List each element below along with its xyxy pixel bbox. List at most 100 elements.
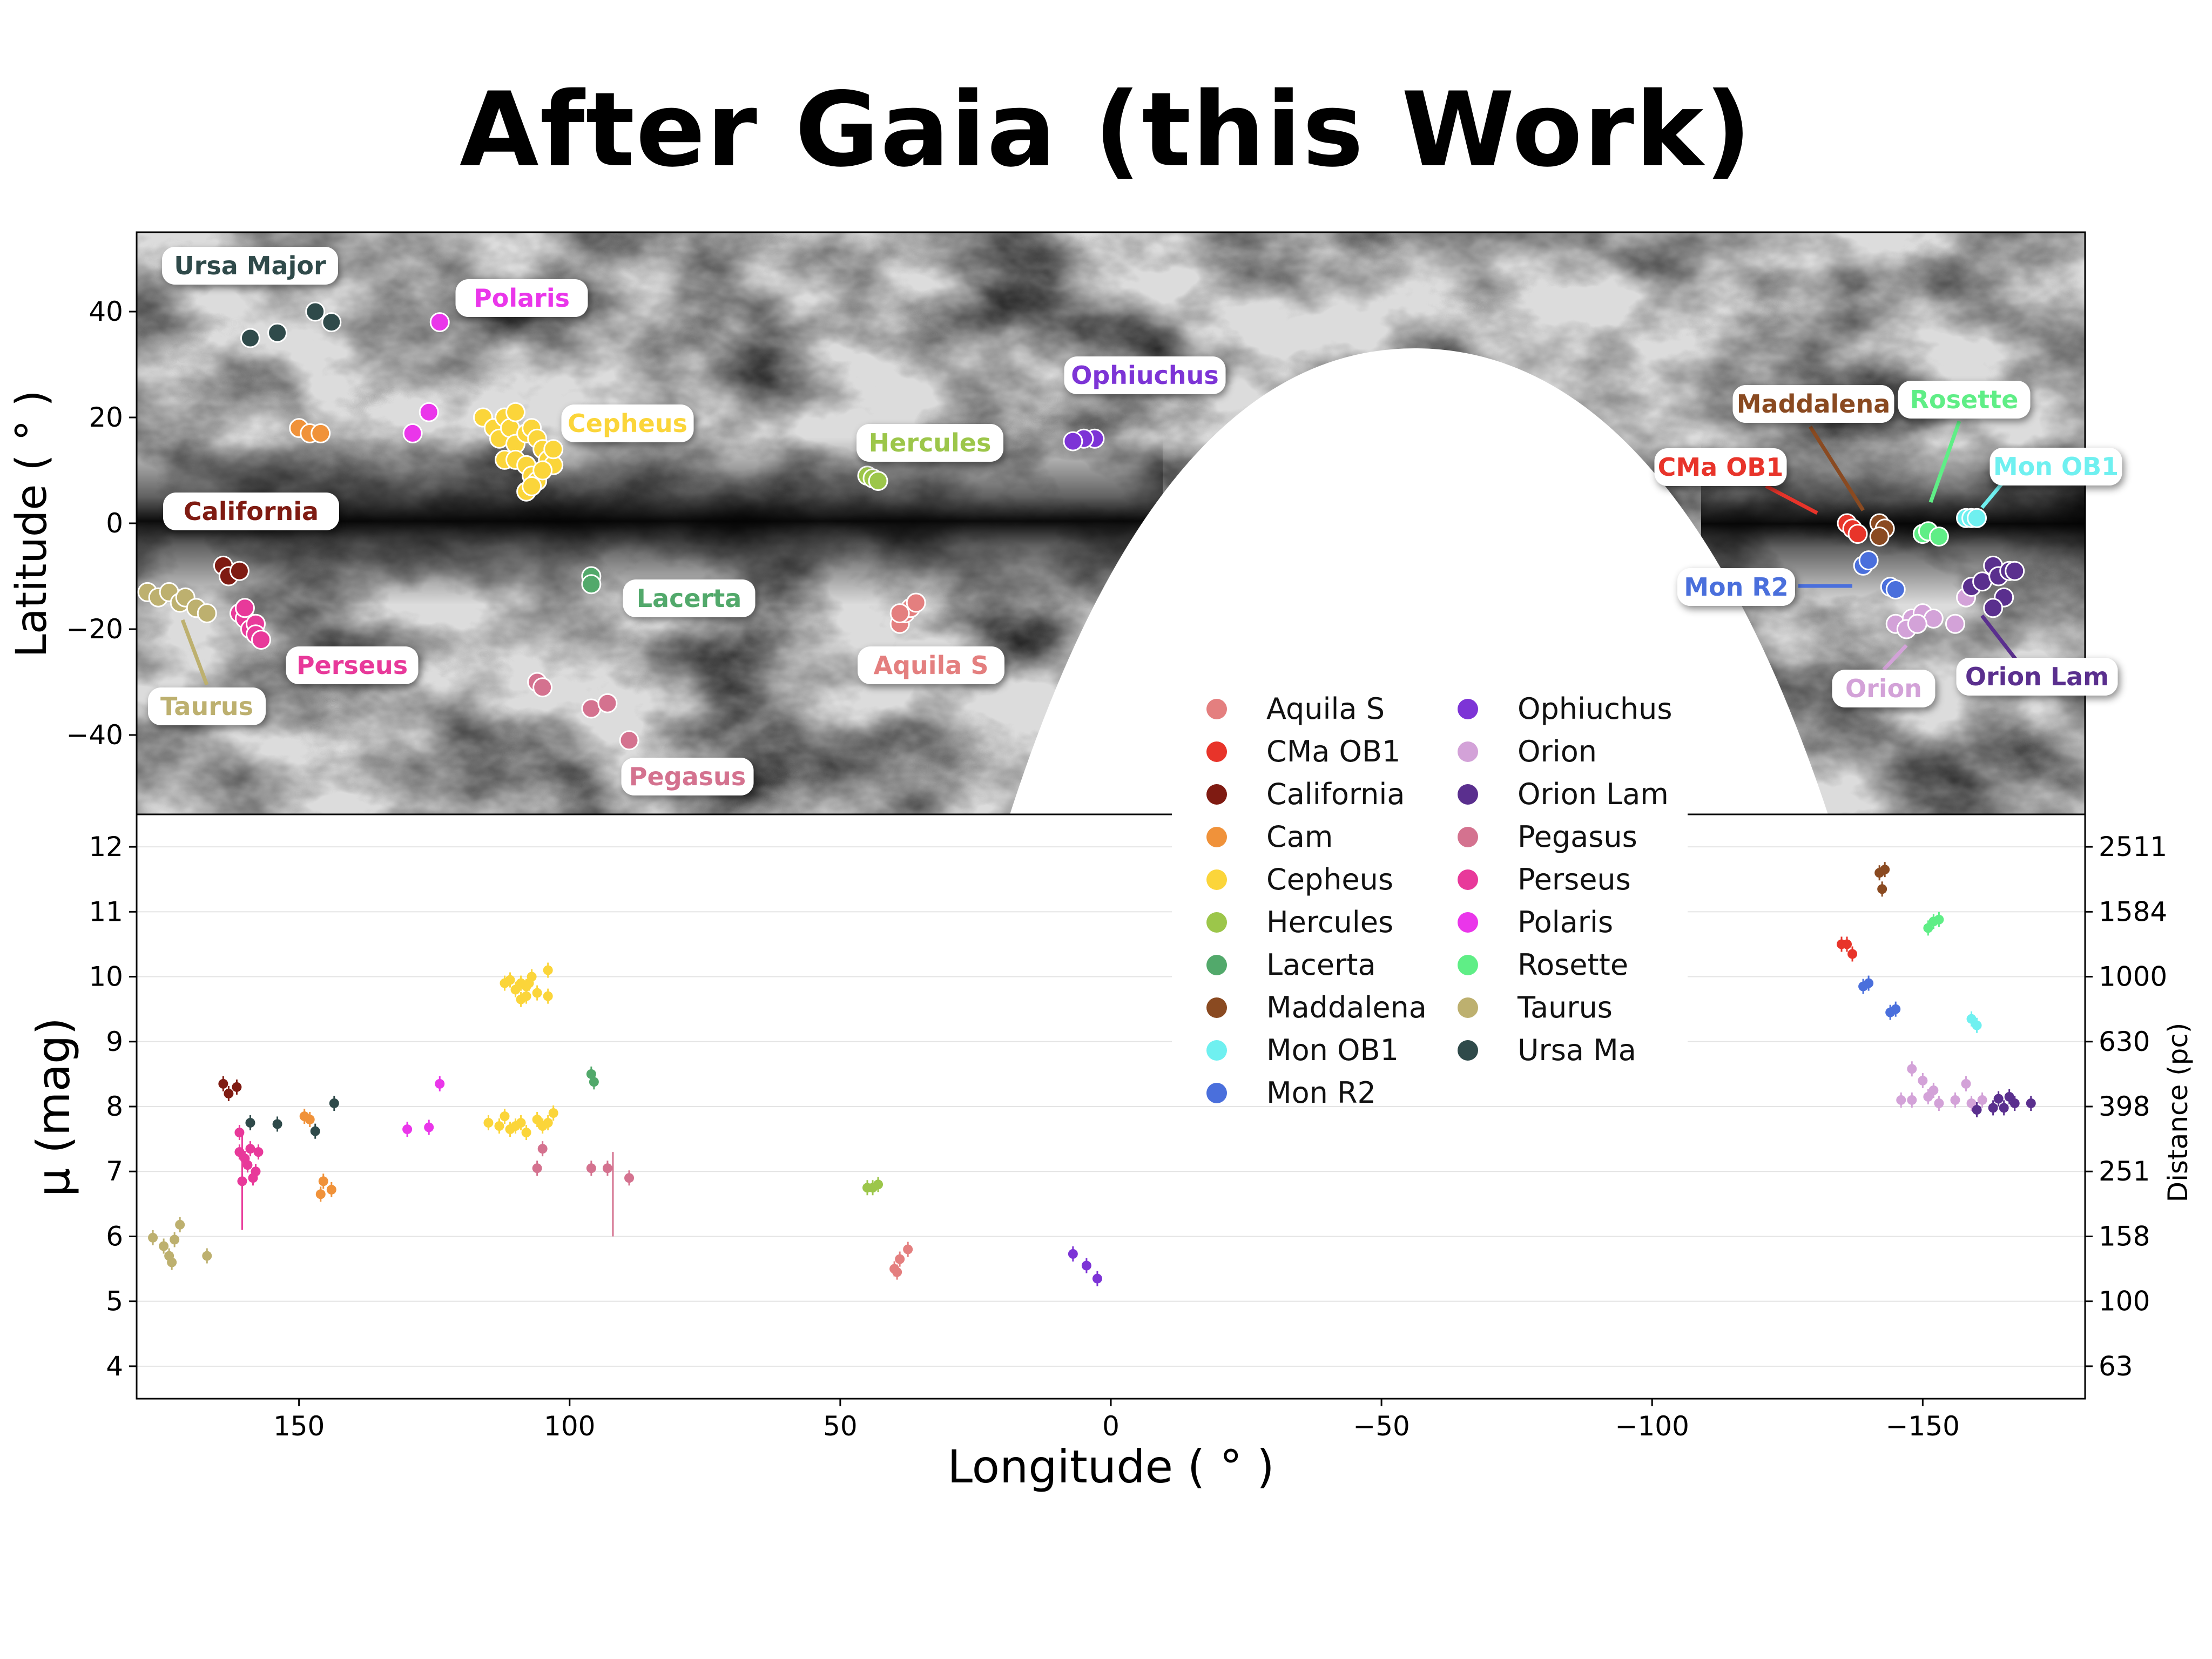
map-label-aquila-s: Aquila S	[858, 646, 1004, 684]
distance-point-perseus	[245, 1144, 255, 1154]
distance-point-polaris	[435, 1078, 445, 1089]
legend-marker-orion-lam	[1458, 784, 1478, 805]
map-label-orion: Orion	[1832, 670, 1936, 707]
distance-point-aquila-s	[892, 1267, 902, 1277]
map-point-hercules	[868, 471, 888, 491]
leader-taurus	[180, 619, 209, 686]
y2-tick-label: 100	[2099, 1286, 2150, 1317]
map-label-mon-r2: Mon R2	[1677, 568, 1795, 606]
legend-marker-cma-ob1	[1206, 741, 1227, 762]
y2-tick-label: 251	[2099, 1156, 2150, 1187]
distance-point-rosette	[1934, 914, 1944, 925]
map-label-text: Hercules	[869, 428, 992, 457]
distance-point-perseus	[253, 1147, 264, 1157]
distance-point-orion	[1977, 1095, 1987, 1105]
map-label-mon-ob1: Mon OB1	[1990, 448, 2122, 485]
x-tick-label: −150	[1886, 1411, 1960, 1442]
y2-tick-label: 63	[2099, 1351, 2133, 1382]
y2-tick-label: 1000	[2099, 961, 2167, 993]
map-point-lacerta	[581, 574, 602, 595]
secondary-y-axis-label: Distance (pc)	[2162, 1023, 2194, 1203]
map-label-ursa-major: Ursa Major	[162, 247, 338, 285]
distance-point-orion	[1934, 1098, 1944, 1108]
map-point-pegasus	[619, 730, 639, 751]
map-label-lacerta: Lacerta	[623, 579, 756, 617]
legend-marker-hercules	[1206, 912, 1227, 933]
map-label-box	[1990, 448, 2122, 485]
map-label-text: Polaris	[474, 284, 570, 313]
map-point-polaris	[419, 402, 439, 422]
x-tick-label: 100	[544, 1411, 595, 1442]
map-point-orion-lam	[2005, 561, 2025, 581]
map-point-polaris	[402, 423, 423, 443]
map-label-rosette: Rosette	[1898, 381, 2031, 419]
distance-point-pegasus	[537, 1144, 548, 1154]
map-point-orion	[1907, 613, 1927, 634]
map-label-box	[1064, 356, 1226, 394]
distance-point-mon-ob1	[1972, 1020, 1982, 1030]
legend-marker-taurus	[1458, 997, 1478, 1018]
distance-point-hercules	[873, 1179, 884, 1190]
distance-point-rosette	[1923, 923, 1933, 933]
map-label-text: CMa OB1	[1658, 453, 1784, 482]
legend-label: Mon R2	[1266, 1076, 1376, 1110]
distance-point-cam	[305, 1115, 315, 1125]
distance-point-cam	[315, 1189, 326, 1199]
legend-label: Cepheus	[1266, 862, 1393, 896]
gridlines	[137, 846, 2085, 1367]
x-tick-label: 0	[1102, 1411, 1120, 1442]
distance-point-orion	[1907, 1095, 1917, 1105]
distance-point-ursa-major	[329, 1098, 339, 1108]
distance-point-orion-lam	[1993, 1094, 2004, 1104]
distance-point-cepheus	[516, 1118, 526, 1128]
distance-point-taurus	[202, 1251, 212, 1261]
map-point-cam	[311, 423, 331, 443]
distance-point-orion	[1923, 1091, 1933, 1102]
map-point-ursa-major	[305, 301, 326, 322]
map-label-box	[561, 404, 694, 442]
map-label-box	[455, 279, 588, 317]
legend-marker-ursa-ma	[1458, 1040, 1478, 1061]
distance-point-cepheus	[524, 978, 534, 988]
map-label-pegasus: Pegasus	[621, 758, 754, 795]
distance-point-taurus	[159, 1241, 169, 1251]
legend-label: Mon OB1	[1266, 1033, 1399, 1067]
distance-point-orion	[1907, 1064, 1917, 1074]
distance-point-polaris	[424, 1122, 434, 1132]
legend-label: Hercules	[1266, 905, 1393, 939]
distance-point-cam	[318, 1176, 328, 1186]
distance-point-orion-lam	[1988, 1103, 1998, 1113]
map-cloud-markers	[137, 301, 2025, 751]
legend-label: Aquila S	[1266, 692, 1385, 726]
distance-point-ursa-major	[272, 1119, 282, 1129]
legend-marker-mon-r2	[1206, 1083, 1227, 1103]
map-label-box	[857, 424, 1003, 462]
distance-point-perseus	[248, 1173, 258, 1183]
distance-markers	[148, 862, 2036, 1286]
distance-point-perseus	[242, 1160, 253, 1170]
distance-point-pegasus	[586, 1163, 596, 1174]
legend-marker-ophiuchus	[1458, 699, 1478, 719]
leader-orion	[1882, 644, 1908, 671]
y2-tick-label: 158	[2099, 1220, 2150, 1252]
distance-point-cam	[326, 1184, 336, 1195]
legend-marker-perseus	[1458, 869, 1478, 890]
map-label-cepheus: Cepheus	[561, 404, 694, 442]
map-point-cepheus	[505, 402, 526, 422]
distance-point-cepheus	[543, 1118, 553, 1128]
map-point-mon-r2	[1858, 550, 1879, 571]
map-label-box	[1832, 670, 1936, 707]
map-label-box	[162, 247, 338, 285]
legend-marker-cepheus	[1206, 869, 1227, 890]
distance-point-ophiuchus	[1068, 1249, 1078, 1259]
distance-point-california	[218, 1078, 228, 1089]
legend: Aquila S CMa OB1 California Cam Cepheus Hercu…	[1172, 683, 1688, 1110]
legend-marker-mon-ob1	[1206, 1040, 1227, 1061]
distance-point-orion	[1961, 1078, 1971, 1089]
map-label-orion-lam: Orion Lam	[1956, 658, 2118, 696]
map-point-orion-lam	[1983, 598, 2004, 618]
legend-label: CMa OB1	[1266, 734, 1400, 768]
map-point-pegasus	[532, 677, 553, 698]
legend-label: Ophiuchus	[1518, 692, 1673, 726]
x-tick-label: 50	[823, 1411, 858, 1442]
